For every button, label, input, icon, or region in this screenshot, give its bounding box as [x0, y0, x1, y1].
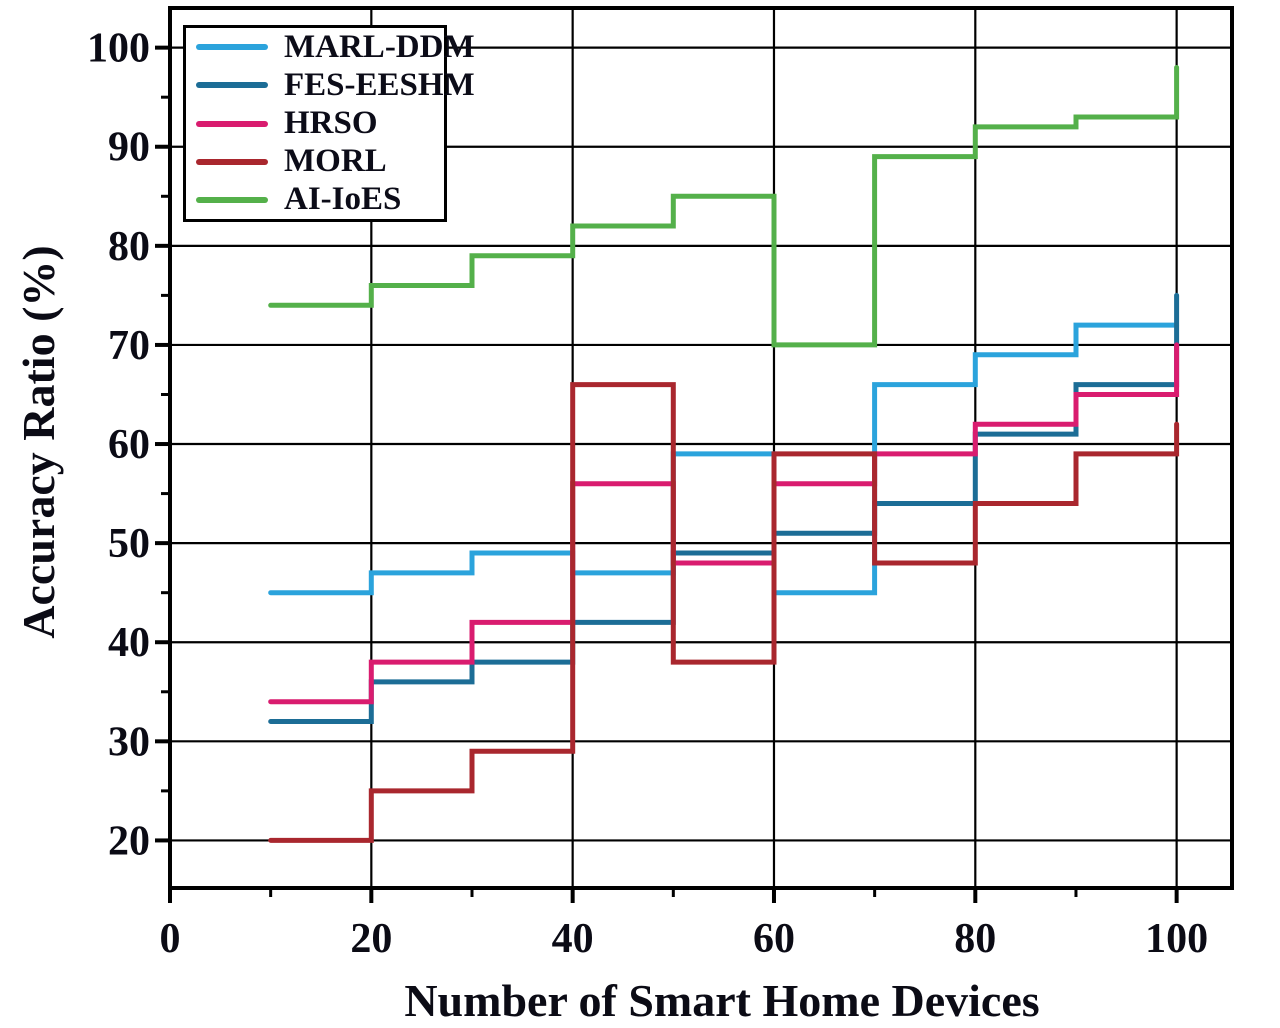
legend-item-hrso: HRSO: [196, 104, 444, 142]
legend-item-morl: MORL: [196, 143, 444, 181]
y-tick-label-60: 60: [108, 422, 150, 468]
series-line-MORL: [268, 382, 1180, 843]
y-tick-label-90: 90: [108, 125, 150, 171]
legend-item-fes-eeshm: FES-EESHM: [196, 66, 475, 104]
x-axis-title: Number of Smart Home Devices: [404, 975, 1039, 1026]
y-tick-label-80: 80: [108, 224, 150, 270]
legend-label-hrso: HRSO: [284, 105, 378, 141]
x-tick-label-100: 100: [1145, 916, 1208, 962]
legend-item-marl-ddm: MARL-DDM: [196, 28, 475, 66]
legend-swatch-fes-eeshm: [196, 82, 268, 89]
axis-ticks: [155, 45, 1179, 903]
plot-border: [168, 6, 1234, 890]
legend-label-morl: MORL: [284, 143, 387, 180]
x-tick-label-80: 80: [954, 916, 996, 962]
legend-label-marl-ddm: MARL-DDM: [284, 28, 475, 65]
x-tick-label-60: 60: [753, 916, 795, 962]
series-lines: [268, 65, 1180, 843]
legend-swatch-ai-ioes: [196, 196, 268, 203]
legend-swatch-morl: [196, 158, 268, 165]
series-line-MARL-DDM: [268, 322, 1180, 596]
y-tick-label-40: 40: [108, 620, 150, 666]
legend-label-fes-eeshm: FES-EESHM: [284, 66, 475, 103]
series-line-AI-IoES: [268, 65, 1180, 348]
x-tick-label-20: 20: [350, 916, 392, 962]
y-tick-label-50: 50: [108, 521, 150, 567]
axis-tick-labels: 0 20 40 60 80 100 20 30 40 50 60 70 80 90 100: [87, 26, 1208, 962]
y-tick-label-30: 30: [108, 719, 150, 765]
legend: MARL-DDM FES-EESHM HRSO MORL AI-IoES: [183, 25, 475, 222]
y-tick-label-70: 70: [108, 323, 150, 369]
y-tick-label-100: 100: [87, 26, 150, 72]
legend-swatch-hrso: [196, 120, 268, 127]
x-tick-label-40: 40: [552, 916, 594, 962]
y-tick-label-20: 20: [108, 818, 150, 864]
legend-swatch-marl-ddm: [196, 44, 268, 51]
y-axis-title: Accuracy Ratio (%): [13, 245, 64, 638]
x-tick-label-0: 0: [160, 916, 181, 962]
legend-label-ai-ioes: AI-IoES: [284, 181, 402, 218]
legend-item-ai-ioes: AI-IoES: [196, 181, 444, 219]
gridlines: [170, 8, 1232, 888]
